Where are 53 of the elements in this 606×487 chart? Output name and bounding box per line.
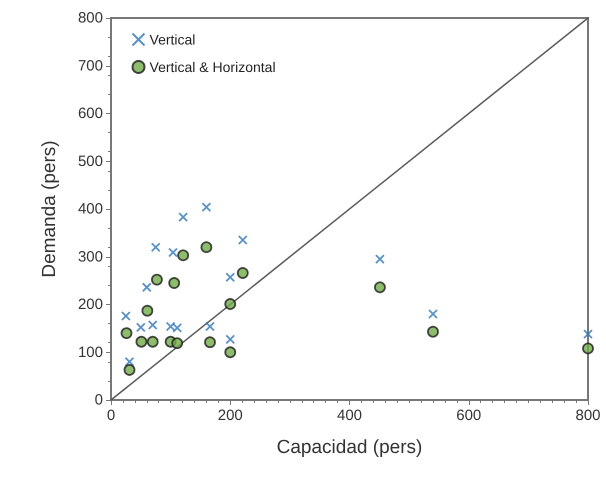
- x-axis-title: Capacidad (pers): [276, 437, 422, 458]
- point: [225, 334, 236, 344]
- point: [177, 249, 190, 262]
- legend-label: Vertical: [150, 32, 196, 48]
- x-tick-label: 600: [456, 407, 482, 424]
- point: [238, 235, 248, 245]
- point: [166, 322, 176, 332]
- point: [136, 336, 148, 348]
- y-tick-label: 400: [78, 200, 103, 218]
- point: [151, 274, 163, 286]
- point: [124, 356, 134, 367]
- point: [168, 248, 178, 258]
- point: [200, 241, 212, 254]
- y-tick-label: 100: [78, 344, 103, 361]
- point: [141, 304, 154, 317]
- point: [427, 326, 439, 338]
- y-axis-title: Demanda (pers): [39, 140, 60, 278]
- y-tick-label: 800: [78, 10, 103, 26]
- point: [205, 322, 215, 332]
- y-tick-label: 300: [78, 248, 103, 266]
- point: [236, 267, 249, 279]
- x-tick-label: 200: [218, 407, 243, 424]
- point: [172, 322, 182, 333]
- point: [582, 342, 594, 354]
- point: [204, 336, 216, 348]
- point: [225, 272, 236, 282]
- point: [202, 202, 212, 212]
- point: [224, 346, 236, 358]
- point: [374, 281, 386, 294]
- y-tick-label: 600: [78, 105, 103, 122]
- x-tick-label: 0: [106, 407, 116, 424]
- point: [148, 320, 158, 330]
- point: [171, 337, 184, 350]
- point: [375, 254, 385, 264]
- x-tick-label: 400: [336, 407, 362, 424]
- x-tick-label: 800: [575, 407, 601, 424]
- point: [146, 336, 159, 348]
- point: [168, 277, 180, 289]
- point: [178, 212, 188, 222]
- point: [136, 322, 146, 332]
- y-tick-label: 500: [78, 152, 103, 170]
- point: [142, 282, 152, 292]
- point: [150, 242, 161, 252]
- y-tick-label: 700: [78, 57, 103, 74]
- point: [583, 329, 593, 340]
- point: [121, 311, 131, 321]
- point: [120, 327, 132, 340]
- point: [124, 364, 136, 376]
- point: [428, 309, 438, 319]
- legend-label: Vertical & Horizontal: [150, 59, 276, 75]
- point: [224, 298, 236, 310]
- y-tick-label: 200: [78, 296, 103, 313]
- y-tick-label: 0: [94, 392, 103, 408]
